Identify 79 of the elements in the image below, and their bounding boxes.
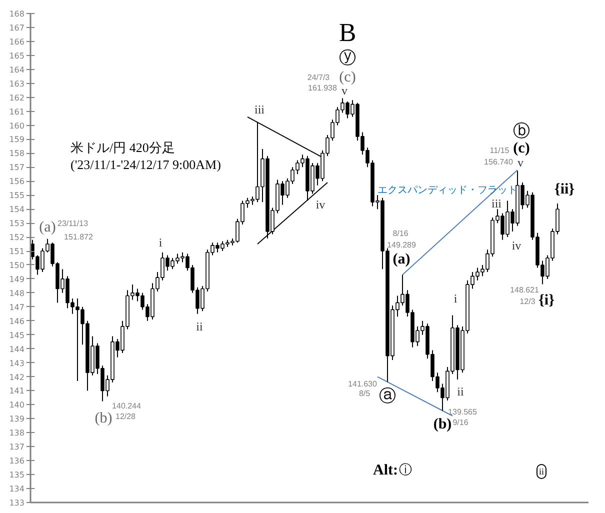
- annotation: ⓐ: [379, 386, 396, 406]
- annotation: 141.630: [348, 380, 378, 388]
- y-tick-label: 157: [9, 163, 25, 172]
- annotation: iii: [492, 196, 502, 210]
- y-tick-label: 143: [9, 358, 25, 368]
- y-tick-label: 160: [9, 121, 25, 130]
- y-tick-label: 150: [9, 260, 25, 270]
- annotation: 149.289: [387, 240, 417, 250]
- y-tick-label: 165: [9, 51, 25, 60]
- annotation: {i}: [538, 292, 555, 308]
- y-tick-label: 149: [9, 274, 25, 284]
- y-tick-label: 167: [9, 23, 25, 32]
- y-tick-label: 133: [9, 498, 25, 508]
- annotation: 151.872: [64, 232, 94, 242]
- annotation: ⓨ: [339, 48, 356, 68]
- text: 米ドル/円 420分足: [70, 140, 175, 155]
- y-tick-label: 141: [9, 386, 25, 396]
- annotation: {ii}: [554, 182, 575, 198]
- annotation: ii: [196, 320, 204, 334]
- y-tick-label: 148: [9, 288, 25, 298]
- annotation: (c): [339, 70, 356, 86]
- annotation: v: [518, 156, 524, 170]
- annotation: 139.565: [448, 408, 478, 416]
- annotation: 156.740: [484, 158, 514, 166]
- y-tick-label: 137: [9, 442, 25, 452]
- annotation: 8/5: [358, 389, 371, 398]
- annotation: (c): [513, 140, 530, 156]
- annotation: 161.938: [308, 84, 338, 92]
- annotation: 9/16: [452, 418, 469, 427]
- y-tick-label: 134: [9, 484, 25, 494]
- y-tick-label: 162: [9, 93, 25, 102]
- text: ('23/11/1-'24/12/17 9:00AM): [70, 157, 221, 172]
- annotation: ii: [539, 466, 544, 476]
- annotation: i: [158, 236, 163, 250]
- y-tick-label: 138: [9, 428, 25, 438]
- annotation: iv: [512, 238, 522, 252]
- annotation: (b): [433, 416, 452, 432]
- annotation: 23/11/13: [58, 219, 89, 228]
- annotation: B: [338, 18, 356, 47]
- annotation: iv: [316, 198, 326, 212]
- y-tick-label: 158: [9, 149, 25, 158]
- y-tick-label: 135: [9, 470, 25, 480]
- annotation: (a): [392, 252, 410, 268]
- annotation: (b): [94, 410, 112, 426]
- y-tick-label: 147: [9, 302, 25, 312]
- y-tick-label: 168: [9, 10, 25, 18]
- annotation: ⓘ: [399, 463, 412, 478]
- annotation: 148.621: [510, 286, 540, 294]
- y-tick-label: 136: [9, 456, 25, 466]
- annotation: Alt:: [373, 462, 398, 478]
- annotation: ⓑ: [513, 122, 530, 142]
- annotation: 24/7/3: [307, 73, 330, 82]
- annotation: (a): [39, 220, 56, 236]
- y-tick-label: 166: [9, 37, 25, 46]
- annotation: 11/15: [490, 146, 510, 155]
- annotation: 8/16: [392, 229, 409, 238]
- y-tick-label: 139: [9, 414, 25, 424]
- annotation: 140.244: [112, 402, 142, 410]
- y-tick-label: 151: [9, 247, 25, 256]
- y-tick-label: 142: [9, 372, 25, 382]
- y-tick-label: 153: [9, 219, 25, 228]
- y-tick-label: 159: [9, 135, 25, 144]
- y-tick-label: 152: [9, 233, 25, 242]
- annotation: 12/28: [115, 412, 136, 421]
- annotation: ii: [457, 384, 464, 398]
- annotation: iii: [254, 102, 266, 116]
- y-tick-label: 155: [9, 191, 25, 200]
- y-tick-label: 156: [9, 177, 25, 186]
- y-tick-label: 140: [9, 400, 25, 410]
- annotation: v: [342, 84, 348, 98]
- y-tick-label: 146: [9, 316, 25, 326]
- y-tick-label: 161: [9, 107, 25, 116]
- y-tick-label: 164: [9, 65, 25, 74]
- y-tick-label: 163: [9, 79, 25, 88]
- y-tick-label: 154: [9, 205, 25, 214]
- annotation: 12/3: [520, 297, 536, 306]
- y-tick-label: 144: [9, 344, 25, 354]
- y-tick-label: 145: [9, 330, 25, 340]
- annotation: i: [454, 292, 458, 306]
